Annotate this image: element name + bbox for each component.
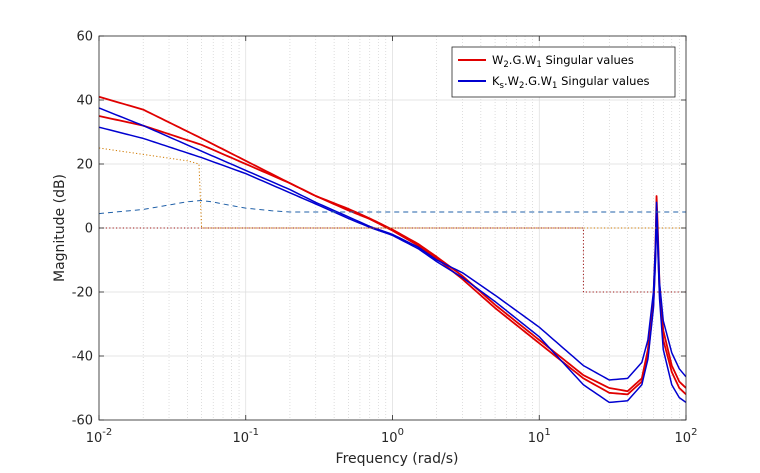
y-axis-title: Magnitude (dB) [52,174,68,282]
series-line-w2gw1_sv2 [99,115,686,396]
y-tick-label: 20 [76,158,93,173]
y-tick-label: 0 [85,222,93,237]
y-tick-label: 40 [76,94,93,109]
legend: W2.G.W1 Singular values Ks.W2.G.W1 Singul… [451,46,676,98]
series-layer [99,95,686,404]
y-tick-label: 60 [76,30,93,45]
x-tick-label: 10-1 [232,427,259,446]
x-axis-title: Frequency (rad/s) [336,451,459,467]
series-line-w2gw1_sv1 [99,95,686,393]
legend-label: Ks.W2.G.W1 Singular values [492,74,650,91]
series-line-ksw2gw1_sv2 [99,126,686,404]
legend-label: W2.G.W1 Singular values [492,53,634,70]
x-tick-label: 100 [381,427,404,446]
x-tick-label: 102 [675,427,698,446]
x-axis-ticks: 10-2 10-1 100 101 102 [86,36,698,446]
x-tick-label: 10-2 [86,427,113,446]
series-line-ks_weight_2 [99,199,686,215]
y-tick-label: -20 [72,286,93,301]
y-tick-label: -60 [72,414,93,429]
legend-box [451,46,676,98]
y-tick-label: -40 [72,350,93,365]
series-line-ksw2gw1_sv1 [99,107,686,381]
y-axis-ticks: 60 40 20 0 -20 -40 -60 [72,30,686,429]
x-tick-label: 101 [528,427,551,446]
